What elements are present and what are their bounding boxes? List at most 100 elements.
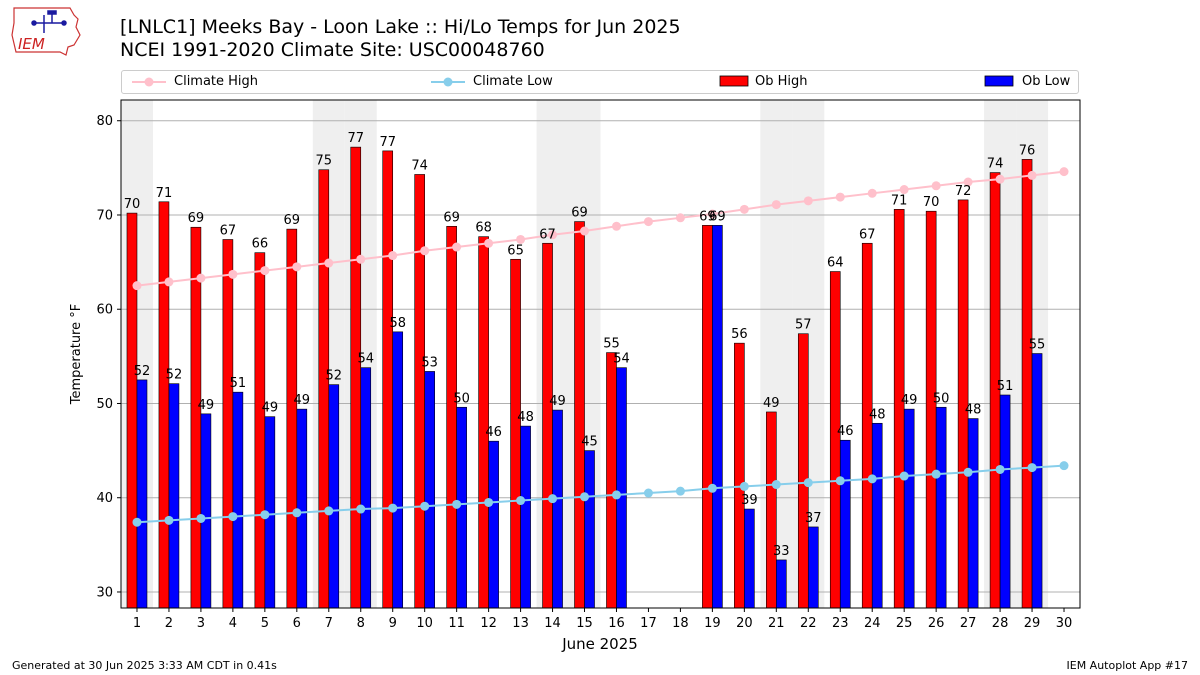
climate-low-point <box>995 464 1005 474</box>
ob-high-bar <box>829 271 841 609</box>
climate-low-point <box>324 506 334 516</box>
x-tick-label: 26 <box>928 616 945 631</box>
ob-high-label: 67 <box>220 223 237 238</box>
climate-low-point <box>867 474 877 484</box>
ob-high-bar <box>446 225 457 609</box>
climate-low-point <box>356 504 366 514</box>
bars <box>126 146 1043 609</box>
climate-high-point <box>452 242 462 252</box>
ob-low-bar <box>424 371 435 609</box>
ob-low-label: 49 <box>198 398 215 413</box>
ob-low-label: 46 <box>837 424 854 439</box>
x-tick-label: 20 <box>736 616 753 631</box>
ob-low-label: 54 <box>613 352 630 367</box>
ob-high-label: 65 <box>507 243 524 258</box>
ob-high-label: 49 <box>763 396 780 411</box>
ob-high-label: 71 <box>156 186 173 201</box>
ob-low-bar <box>967 418 979 609</box>
x-tick-label: 14 <box>544 616 561 631</box>
ob-high-label: 77 <box>379 135 396 150</box>
ob-low-bar <box>935 406 947 609</box>
ob-low-label: 51 <box>997 379 1014 394</box>
y-tick-label: 60 <box>96 303 113 318</box>
climate-low-point <box>580 492 590 502</box>
legend-label: Climate Low <box>473 74 553 89</box>
ob-high-label: 69 <box>284 213 301 228</box>
x-tick-label: 24 <box>864 616 881 631</box>
ob-low-bar <box>584 450 595 609</box>
climate-low-point <box>803 478 813 488</box>
generated-timestamp: Generated at 30 Jun 2025 3:33 AM CDT in … <box>12 659 277 672</box>
app-credit: IEM Autoplot App #17 <box>1066 659 1189 672</box>
ob-low-label: 49 <box>549 394 566 409</box>
ob-low-label: 48 <box>869 407 886 422</box>
x-tick-label: 1 <box>133 616 141 631</box>
ob-high-bar <box>254 252 266 609</box>
ob-low-label: 46 <box>485 425 502 440</box>
grid-lines <box>121 120 1080 593</box>
x-tick-label: 8 <box>357 616 365 631</box>
x-tick-label: 22 <box>800 616 817 631</box>
climate-high-point <box>995 174 1005 184</box>
ob-high-bar <box>574 221 585 609</box>
ob-low-label: 39 <box>741 493 758 508</box>
ob-low-bar <box>999 394 1011 609</box>
ob-low-label: 48 <box>517 410 534 425</box>
x-tick-label: 28 <box>992 616 1009 631</box>
x-tick-label: 12 <box>480 616 497 631</box>
ob-low-bar <box>232 391 244 609</box>
ob-high-label: 67 <box>859 227 876 242</box>
ob-low-bar <box>1031 353 1043 609</box>
ob-high-bar <box>158 201 170 609</box>
ob-high-label: 55 <box>603 337 620 352</box>
ob-high-label: 72 <box>955 184 972 199</box>
climate-high-point <box>931 181 941 191</box>
climate-high-point <box>963 177 973 187</box>
legend-label: Climate High <box>174 74 259 89</box>
ob-low-bar <box>488 440 499 609</box>
ob-high-bar <box>510 258 521 609</box>
line-marker-icon <box>132 77 166 87</box>
ob-high-bar <box>478 236 489 609</box>
ob-low-label: 54 <box>357 352 374 367</box>
ob-high-bar <box>606 352 617 609</box>
ob-low-bar <box>839 439 851 609</box>
climate-high-point <box>675 213 685 223</box>
ob-high-bar <box>861 242 873 609</box>
climate-high-point <box>388 251 398 261</box>
climate-low-point <box>196 513 206 523</box>
ob-low-bar <box>776 559 787 609</box>
climate-low-point <box>1027 463 1037 473</box>
ob-high-label: 57 <box>795 318 812 333</box>
ob-low-bar <box>807 526 819 609</box>
ob-low-label: 55 <box>1029 338 1046 353</box>
ob-low-bar <box>903 408 915 609</box>
ob-low-bar <box>360 367 372 609</box>
ob-high-label: 69 <box>571 206 588 221</box>
climate-high-point <box>739 204 749 214</box>
bar-swatch-icon <box>719 75 749 87</box>
x-tick-label: 25 <box>896 616 913 631</box>
climate-low-point <box>707 483 717 493</box>
ob-low-bar <box>552 409 563 609</box>
ob-high-bar <box>286 228 298 609</box>
ob-low-label: 52 <box>166 368 183 383</box>
climate-high-point <box>324 258 334 268</box>
climate-low-line <box>136 464 1065 524</box>
climate-high-point <box>484 238 494 248</box>
ob-high-label: 69 <box>188 211 205 226</box>
ob-high-label: 64 <box>827 256 844 271</box>
ob-low-bar <box>200 413 212 609</box>
climate-low-point <box>931 469 941 479</box>
ob-low-label: 50 <box>933 391 950 406</box>
ob-high-label: 74 <box>411 158 428 173</box>
ob-high-label: 74 <box>987 157 1004 172</box>
x-tick-label: 13 <box>512 616 529 631</box>
y-axis-label: Temperature °F <box>69 304 84 405</box>
legend-label: Ob Low <box>1022 74 1071 89</box>
ob-high-label: 70 <box>923 195 940 210</box>
climate-low-point <box>260 510 270 520</box>
ob-low-label: 49 <box>262 401 279 416</box>
chart-subtitle: NCEI 1991-2020 Climate Site: USC00048760 <box>120 39 545 61</box>
x-tick-label: 29 <box>1024 616 1041 631</box>
